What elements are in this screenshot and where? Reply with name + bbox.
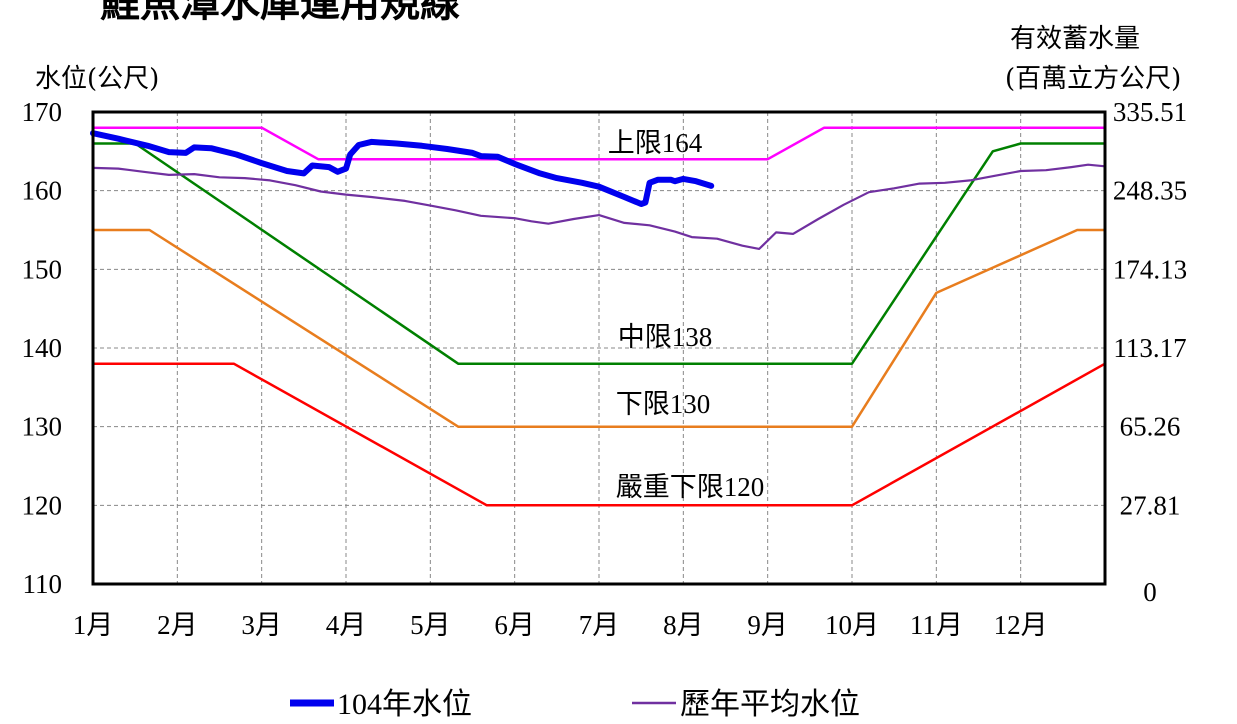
x-axis-tick-label: 4月 bbox=[326, 610, 367, 640]
chart-title-fragment: 鯉魚潭水庫運用規線 bbox=[100, 0, 460, 26]
x-axis-tick-label: 12月 bbox=[994, 610, 1048, 640]
middle-limit-curve-label: 中限138 bbox=[618, 322, 713, 352]
right-axis-title-line2: (百萬立方公尺) bbox=[1005, 64, 1182, 94]
left-axis-tick-label: 130 bbox=[22, 412, 63, 442]
lower-limit-curve-label: 下限130 bbox=[616, 389, 711, 419]
right-axis-title-line1: 有效蓄水量 bbox=[1010, 24, 1141, 54]
x-axis-tick-label: 7月 bbox=[579, 610, 620, 640]
upper-limit-curve-label: 上限164 bbox=[608, 128, 703, 158]
right-axis-tick-label: 65.26 bbox=[1120, 412, 1181, 442]
left-axis-tick-label: 150 bbox=[22, 254, 63, 284]
x-axis-tick-label: 6月 bbox=[494, 610, 535, 640]
axis-ticks: 170 335.51 160 248.35 150 174.13 140 113.17 130 6… bbox=[22, 97, 1188, 640]
x-axis-tick-label: 9月 bbox=[747, 610, 788, 640]
data-series bbox=[90, 130, 1107, 250]
lower-limit-curve bbox=[91, 228, 1107, 428]
legend-label-water-level-104: 104年水位 bbox=[337, 688, 472, 721]
right-axis-tick-label: 248.35 bbox=[1113, 176, 1187, 206]
right-axis-tick-label: 174.13 bbox=[1113, 254, 1187, 284]
left-axis-tick-label: 110 bbox=[23, 569, 63, 599]
left-axis-tick-label: 170 bbox=[22, 97, 63, 127]
severe-lower-limit-curve bbox=[91, 362, 1107, 507]
x-axis-tick-label: 3月 bbox=[241, 610, 282, 640]
severe-lower-limit-curve-label: 嚴重下限120 bbox=[616, 472, 765, 502]
right-axis-tick-label: 335.51 bbox=[1113, 97, 1187, 127]
x-axis-tick-label: 11月 bbox=[910, 610, 963, 640]
water-level-104-line bbox=[90, 130, 715, 207]
right-axis-tick-label: 27.81 bbox=[1120, 490, 1181, 520]
left-axis-tick-label: 140 bbox=[22, 333, 63, 363]
legend-label-historical-average: 歷年平均水位 bbox=[680, 688, 860, 721]
left-axis-title: 水位(公尺) bbox=[35, 64, 160, 94]
right-axis-tick-label: 0 bbox=[1143, 577, 1157, 607]
legend: 104年水位 歷年平均水位 bbox=[290, 688, 860, 721]
curve-labels: 上限164 中限138 下限130 嚴重下限120 bbox=[608, 128, 765, 502]
x-axis-tick-label: 5月 bbox=[410, 610, 451, 640]
x-axis-tick-label: 1月 bbox=[73, 610, 114, 640]
right-axis-tick-label: 113.17 bbox=[1113, 333, 1186, 363]
x-axis-tick-label: 8月 bbox=[663, 610, 704, 640]
historical-average-water-level-line bbox=[91, 163, 1107, 250]
plot-frame bbox=[91, 110, 1107, 586]
left-axis-tick-label: 160 bbox=[22, 176, 63, 206]
x-axis-tick-label: 10月 bbox=[825, 610, 879, 640]
x-axis-tick-label: 2月 bbox=[157, 610, 198, 640]
upper-limit-curve bbox=[91, 126, 1107, 161]
left-axis-tick-label: 120 bbox=[22, 490, 63, 520]
